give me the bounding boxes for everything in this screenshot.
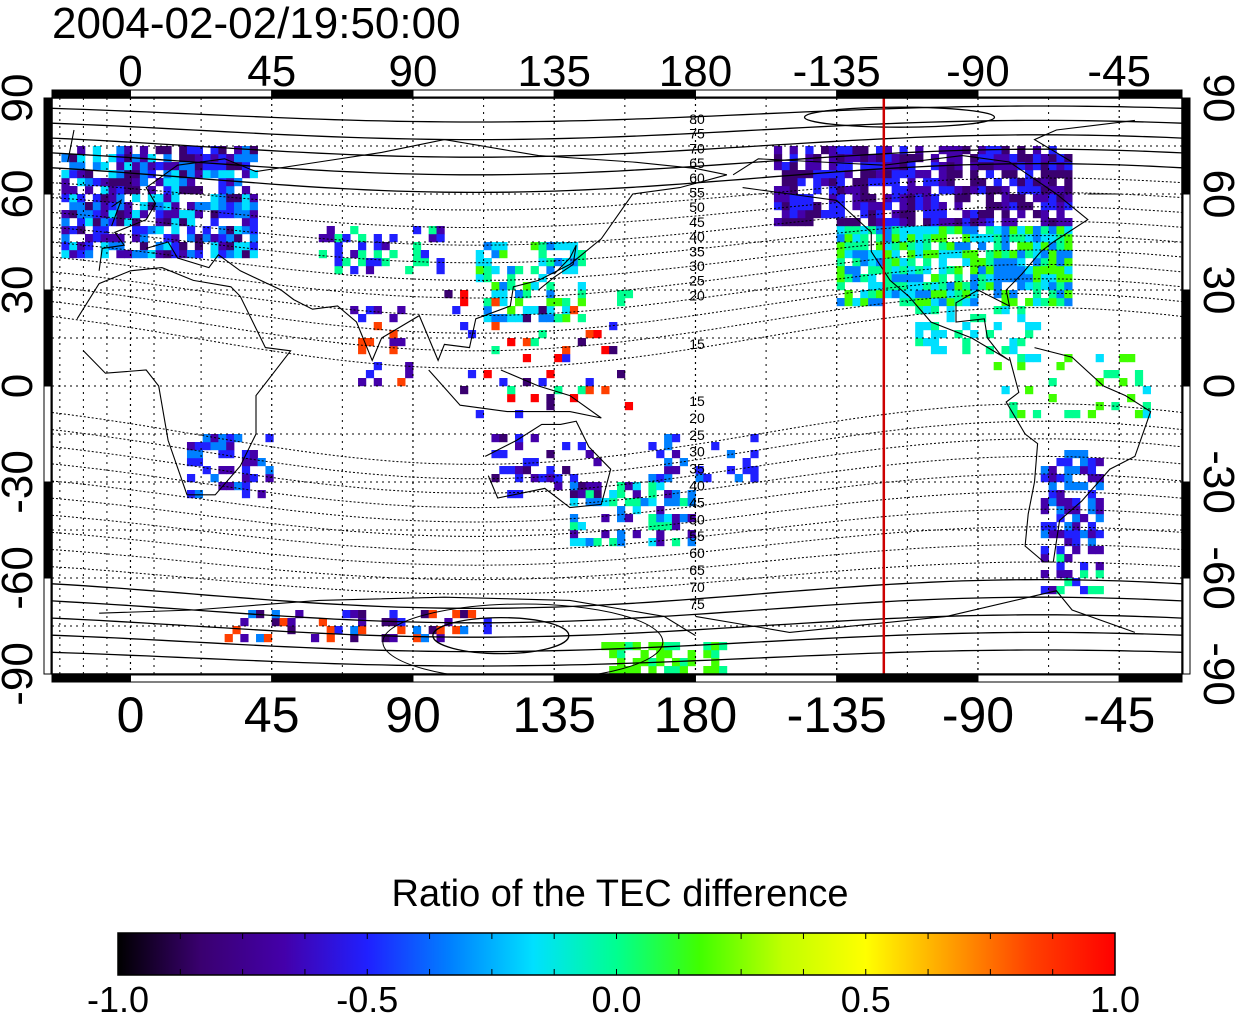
lon-tick-top: 90 bbox=[388, 47, 437, 96]
contour-label: 55 bbox=[689, 185, 705, 201]
contour-label: 35 bbox=[689, 243, 705, 259]
lat-tick-left: 0 bbox=[0, 374, 42, 398]
lat-tick-left: -30 bbox=[0, 450, 42, 514]
lat-tick-right: 60 bbox=[1194, 170, 1240, 219]
lat-tick-right: 30 bbox=[1194, 266, 1240, 315]
colorbar-tick-label: 0.0 bbox=[591, 979, 642, 1020]
lon-tick-bottom: -135 bbox=[787, 687, 887, 743]
contour-label: 30 bbox=[689, 444, 705, 460]
colorbar-tick-label: -1.0 bbox=[86, 979, 150, 1020]
lat-tick-right: 0 bbox=[1194, 374, 1240, 398]
contour-label: 45 bbox=[689, 214, 705, 230]
lon-tick-top: 180 bbox=[659, 47, 732, 96]
contour-label: 20 bbox=[689, 287, 705, 303]
contour-labels: 8075706560555045403530252015152025303540… bbox=[689, 111, 705, 612]
contour-label: 50 bbox=[689, 199, 705, 215]
axis-bars bbox=[43, 89, 1191, 683]
contour-label: 65 bbox=[689, 562, 705, 578]
lat-tick-left: 60 bbox=[0, 170, 42, 219]
contour-label: 70 bbox=[689, 579, 705, 595]
contour-label: 80 bbox=[689, 111, 705, 127]
lon-tick-top: -135 bbox=[793, 47, 881, 96]
contour-label: 40 bbox=[689, 478, 705, 494]
map-frame bbox=[51, 97, 1183, 675]
contour-label: 15 bbox=[689, 393, 705, 409]
tec-data-patches bbox=[61, 146, 1151, 675]
coastlines bbox=[67, 119, 1152, 637]
contour-label: 25 bbox=[689, 427, 705, 443]
lat-tick-left: 30 bbox=[0, 266, 42, 315]
contour-label: 45 bbox=[689, 494, 705, 510]
lat-tick-right: -90 bbox=[1194, 642, 1240, 706]
contour-label: 35 bbox=[689, 461, 705, 477]
contour-label: 20 bbox=[689, 410, 705, 426]
lon-tick-top: 0 bbox=[118, 47, 142, 96]
axis-labels: 0045459090135135180180-135-135-90-90-45-… bbox=[0, 47, 1240, 743]
colorbar-title: Ratio of the TEC difference bbox=[391, 873, 849, 915]
contour-label: 30 bbox=[689, 258, 705, 274]
lon-tick-bottom: -90 bbox=[942, 687, 1014, 743]
lon-tick-bottom: 135 bbox=[513, 687, 596, 743]
contour-label: 75 bbox=[689, 596, 705, 612]
lon-tick-top: -90 bbox=[946, 47, 1010, 96]
contour-label: 50 bbox=[689, 511, 705, 527]
lat-tick-left: -90 bbox=[0, 642, 42, 706]
map-title: 2004-02-02/19:50:00 bbox=[52, 0, 461, 48]
contour-label: 55 bbox=[689, 528, 705, 544]
colorbar-tick-label: 0.5 bbox=[840, 979, 891, 1020]
contour-label: 15 bbox=[689, 336, 705, 352]
contour-label: 75 bbox=[689, 126, 705, 142]
colorbar-tick-label: 1.0 bbox=[1089, 979, 1141, 1020]
lon-tick-bottom: 180 bbox=[654, 687, 737, 743]
contour-label: 65 bbox=[689, 155, 705, 171]
lat-tick-left: -60 bbox=[0, 546, 42, 610]
colorbar bbox=[117, 932, 1116, 976]
lon-tick-bottom: 0 bbox=[117, 687, 145, 743]
contour-label: 60 bbox=[689, 545, 705, 561]
lon-tick-top: 135 bbox=[518, 47, 591, 96]
contour-label: 60 bbox=[689, 170, 705, 186]
contour-label: 25 bbox=[689, 273, 705, 289]
contour-label: 40 bbox=[689, 229, 705, 245]
lat-tick-right: -30 bbox=[1194, 450, 1240, 514]
lon-tick-top: -45 bbox=[1087, 47, 1151, 96]
lon-tick-bottom: 90 bbox=[385, 687, 441, 743]
lon-tick-bottom: 45 bbox=[244, 687, 300, 743]
lon-tick-bottom: -45 bbox=[1083, 687, 1155, 743]
colorbar-tick-label: -0.5 bbox=[336, 979, 399, 1020]
lat-tick-left: 90 bbox=[0, 74, 42, 123]
contour-label: 70 bbox=[689, 140, 705, 156]
lat-tick-right: -60 bbox=[1194, 546, 1240, 610]
lon-tick-top: 45 bbox=[247, 47, 296, 96]
colorbar-tick-marks bbox=[179, 933, 1054, 975]
lat-tick-right: 90 bbox=[1194, 74, 1240, 123]
